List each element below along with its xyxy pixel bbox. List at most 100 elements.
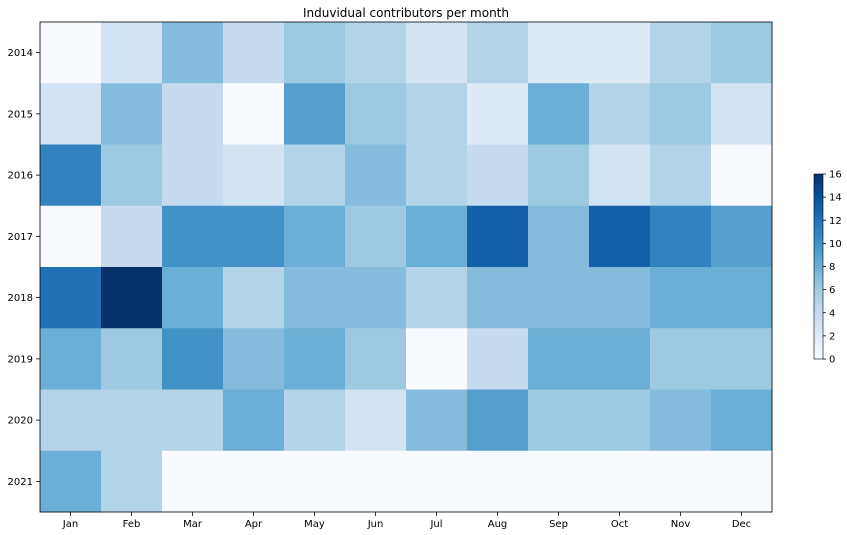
heatmap-cell xyxy=(528,267,590,329)
heatmap-cell xyxy=(406,83,468,145)
heatmap-cell xyxy=(162,328,224,390)
y-tick-label: 2015 xyxy=(8,109,33,120)
y-tick-label: 2021 xyxy=(8,477,33,488)
heatmap-axes: Jan Feb Mar Apr May Jun Jul Aug Sep Oct Nov Dec 2014… xyxy=(8,21,773,530)
heatmap-cell xyxy=(162,389,224,452)
heatmap-cell xyxy=(101,389,163,452)
heatmap-cell xyxy=(711,450,773,513)
y-tick-label: 2018 xyxy=(8,293,33,304)
heatmap-cell xyxy=(284,144,346,207)
heatmap-cell xyxy=(162,450,224,513)
heatmap-cells xyxy=(40,22,773,513)
heatmap-cell xyxy=(528,144,590,207)
heatmap-cell xyxy=(101,328,163,390)
x-tick-label: Dec xyxy=(732,519,751,530)
heatmap-cell xyxy=(223,22,285,84)
heatmap-cell xyxy=(162,205,224,268)
x-tick-label: Feb xyxy=(123,519,141,530)
heatmap-cell xyxy=(345,450,407,513)
heatmap-cell xyxy=(345,389,407,452)
heatmap-cell xyxy=(528,328,590,390)
colorbar-tick-label: 4 xyxy=(829,308,835,319)
heatmap-cell xyxy=(223,389,285,452)
x-tick-label: Jul xyxy=(429,519,442,530)
colorbar-tick-label: 14 xyxy=(829,193,842,204)
colorbar-gradient xyxy=(813,173,824,360)
heatmap-cell xyxy=(711,22,773,84)
y-tick-label: 2017 xyxy=(8,232,33,243)
heatmap-cell xyxy=(101,22,163,84)
x-tick-label: Oct xyxy=(611,519,628,530)
heatmap-cell xyxy=(40,144,102,207)
heatmap-cell xyxy=(223,144,285,207)
heatmap-cell xyxy=(467,328,529,390)
heatmap-cell xyxy=(589,205,651,268)
heatmap-cell xyxy=(467,450,529,513)
heatmap-cell xyxy=(40,83,102,145)
y-tick-label: 2020 xyxy=(8,416,33,427)
colorbar-tick-label: 12 xyxy=(829,216,842,227)
heatmap-cell xyxy=(284,450,346,513)
y-tick-label: 2016 xyxy=(8,171,33,182)
heatmap-cell xyxy=(650,389,712,452)
heatmap-cell xyxy=(589,450,651,513)
heatmap-cell xyxy=(40,328,102,390)
y-tick-label: 2019 xyxy=(8,354,33,365)
heatmap-cell xyxy=(345,267,407,329)
heatmap-cell xyxy=(284,83,346,145)
heatmap-cell xyxy=(589,22,651,84)
heatmap-cell xyxy=(40,450,102,513)
colorbar-tick-label: 8 xyxy=(829,262,835,273)
heatmap-cell xyxy=(345,205,407,268)
heatmap-cell xyxy=(650,144,712,207)
colorbar-tick-label: 0 xyxy=(829,355,835,366)
heatmap-cell xyxy=(406,450,468,513)
heatmap-cell xyxy=(101,205,163,268)
colorbar-tick-label: 10 xyxy=(829,239,842,250)
heatmap-cell xyxy=(528,389,590,452)
heatmap-cell xyxy=(101,267,163,329)
heatmap-cell xyxy=(528,22,590,84)
y-tick-label: 2014 xyxy=(8,48,33,59)
heatmap-cell xyxy=(711,205,773,268)
heatmap-cell xyxy=(589,267,651,329)
heatmap-cell xyxy=(467,389,529,452)
heatmap-cell xyxy=(162,267,224,329)
heatmap-cell xyxy=(467,22,529,84)
heatmap-cell xyxy=(284,389,346,452)
heatmap-cell xyxy=(40,205,102,268)
x-tick-label: Jun xyxy=(367,519,384,530)
heatmap-cell xyxy=(223,450,285,513)
heatmap-cell xyxy=(406,267,468,329)
heatmap-cell xyxy=(711,267,773,329)
heatmap-cell xyxy=(650,450,712,513)
heatmap-cell xyxy=(345,83,407,145)
heatmap-cell xyxy=(650,205,712,268)
heatmap-cell xyxy=(101,83,163,145)
heatmap-cell xyxy=(223,267,285,329)
heatmap-cell xyxy=(711,328,773,390)
heatmap-cell xyxy=(284,22,346,84)
heatmap-cell xyxy=(40,389,102,452)
heatmap-cell xyxy=(711,389,773,452)
heatmap-cell xyxy=(589,328,651,390)
heatmap-cell xyxy=(223,328,285,390)
x-tick-label: Nov xyxy=(671,519,691,530)
heatmap-cell xyxy=(284,267,346,329)
heatmap-cell xyxy=(406,205,468,268)
heatmap-cell xyxy=(162,22,224,84)
chart-title: Induvidual contributors per month xyxy=(303,6,509,20)
heatmap-cell xyxy=(589,389,651,452)
heatmap-cell xyxy=(345,22,407,84)
heatmap-cell xyxy=(467,267,529,329)
heatmap-cell xyxy=(40,22,102,84)
heatmap-cell xyxy=(223,205,285,268)
heatmap-cell xyxy=(406,328,468,390)
heatmap-cell xyxy=(284,328,346,390)
heatmap-cell xyxy=(650,267,712,329)
x-tick-label: Apr xyxy=(245,519,263,530)
colorbar-tick-label: 16 xyxy=(829,170,842,181)
heatmap-cell xyxy=(223,83,285,145)
heatmap-cell xyxy=(528,205,590,268)
